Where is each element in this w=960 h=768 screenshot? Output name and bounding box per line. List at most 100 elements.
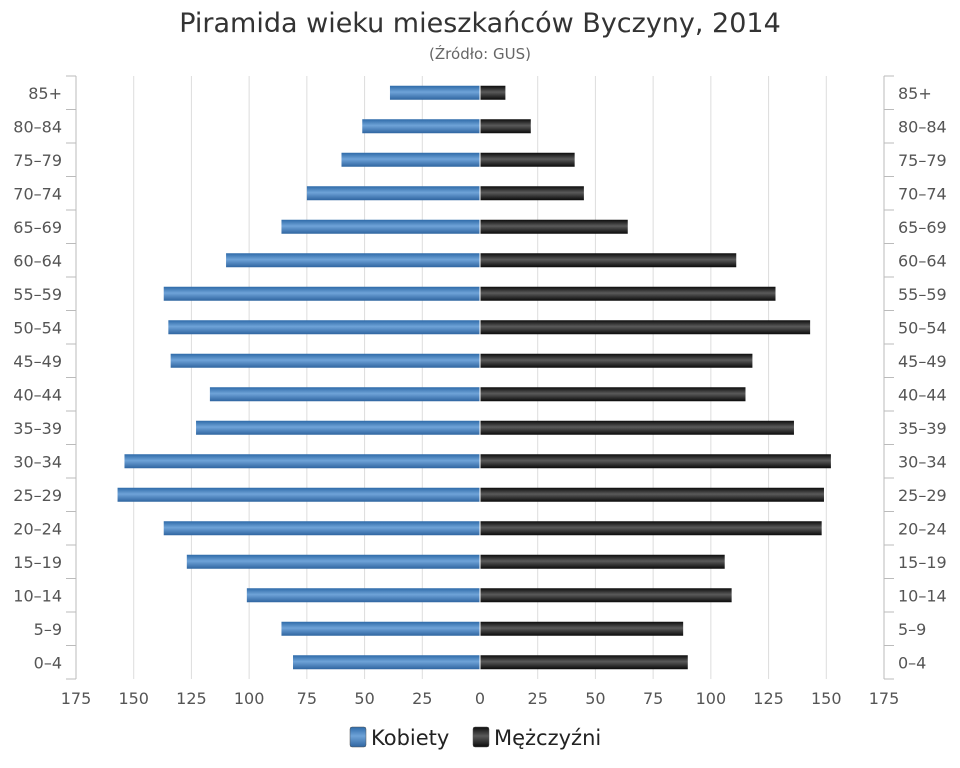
category-label-left: 25–29	[13, 486, 62, 505]
legend-swatch-mezczyzni[interactable]	[472, 726, 490, 748]
category-label-left: 15–19	[13, 553, 62, 572]
bar-kobiety	[306, 186, 480, 201]
bar-mezczyzni	[480, 320, 811, 335]
category-label-left: 80–84	[13, 117, 62, 136]
category-label-left: 20–24	[13, 519, 62, 538]
bar-kobiety	[163, 521, 480, 536]
bar-kobiety	[281, 219, 480, 234]
x-tick-labels: 175 150 125 100 75 50 25 0 25 50 75 100 125 150 175	[61, 689, 900, 708]
x-tick-label: 125	[753, 689, 784, 708]
x-tick-label: 100	[696, 689, 727, 708]
bar-kobiety	[209, 387, 480, 402]
category-label-left: 85+	[28, 84, 62, 103]
bar-mezczyzni	[480, 253, 737, 268]
bar-mezczyzni	[480, 186, 584, 201]
bar-mezczyzni	[480, 152, 575, 167]
category-label-left: 65–69	[13, 218, 62, 237]
category-label-left: 60–64	[13, 251, 62, 270]
legend[interactable]: Kobiety Mężczyźni	[349, 726, 601, 750]
bar-kobiety	[117, 487, 480, 502]
bar-kobiety	[341, 152, 480, 167]
chart-title: Piramida wieku mieszkańców Byczyny, 2014	[179, 8, 781, 39]
category-label-right: 20–24	[898, 519, 947, 538]
bar-kobiety	[124, 454, 480, 469]
bar-mezczyzni	[480, 85, 506, 100]
category-label-left: 70–74	[13, 184, 62, 203]
category-label-left: 35–39	[13, 419, 62, 438]
bar-kobiety	[170, 353, 480, 368]
axes	[66, 75, 894, 680]
bar-mezczyzni	[480, 119, 531, 134]
category-label-left: 50–54	[13, 318, 62, 337]
grid-lines	[75, 76, 885, 679]
bar-mezczyzni	[480, 554, 725, 569]
category-label-right: 50–54	[898, 318, 947, 337]
category-label-left: 75–79	[13, 151, 62, 170]
bar-mezczyzni	[480, 353, 753, 368]
x-tick-label: 25	[412, 689, 432, 708]
category-label-left: 5–9	[34, 620, 62, 639]
x-tick-label: 50	[585, 689, 605, 708]
x-tick-label: 150	[811, 689, 842, 708]
category-label-left: 45–49	[13, 352, 62, 371]
bar-kobiety	[362, 119, 480, 134]
bar-mezczyzni	[480, 286, 776, 301]
chart-subtitle: (Źródło: GUS)	[429, 44, 531, 63]
x-tick-label: 100	[234, 689, 265, 708]
x-tick-label: 175	[869, 689, 900, 708]
category-label-right: 45–49	[898, 352, 947, 371]
category-label-left: 55–59	[13, 285, 62, 304]
bar-kobiety	[389, 85, 480, 100]
x-tick-label: 175	[61, 689, 92, 708]
bar-kobiety	[281, 621, 480, 636]
x-tick-label: 0	[475, 689, 485, 708]
bars	[117, 76, 831, 679]
category-label-right: 15–19	[898, 553, 947, 572]
category-label-right: 0–4	[898, 653, 926, 672]
bar-kobiety	[293, 655, 480, 670]
x-tick-label: 75	[297, 689, 317, 708]
category-labels: 85+ 85+ 80–84 80–84 75–79 75–79 70–74 70–74 65–6…	[13, 84, 946, 673]
bar-kobiety	[196, 420, 480, 435]
bar-kobiety	[163, 286, 480, 301]
x-tick-label: 75	[643, 689, 663, 708]
category-label-right: 75–79	[898, 151, 947, 170]
category-label-right: 55–59	[898, 285, 947, 304]
bar-mezczyzni	[480, 621, 684, 636]
category-label-right: 35–39	[898, 419, 947, 438]
bar-kobiety	[168, 320, 481, 335]
bar-kobiety	[246, 588, 480, 603]
category-label-right: 65–69	[898, 218, 947, 237]
category-label-right: 80–84	[898, 117, 947, 136]
category-label-left: 0–4	[34, 653, 62, 672]
bar-kobiety	[226, 253, 480, 268]
bar-mezczyzni	[480, 387, 746, 402]
x-tick-label: 150	[118, 689, 149, 708]
category-label-right: 5–9	[898, 620, 926, 639]
x-tick-label: 25	[528, 689, 548, 708]
category-label-right: 30–34	[898, 452, 947, 471]
category-label-right: 85+	[898, 84, 932, 103]
bar-mezczyzni	[480, 655, 688, 670]
category-label-right: 40–44	[898, 385, 947, 404]
bar-mezczyzni	[480, 420, 794, 435]
category-label-right: 70–74	[898, 184, 947, 203]
bar-mezczyzni	[480, 588, 732, 603]
bar-mezczyzni	[480, 454, 831, 469]
bar-mezczyzni	[480, 487, 824, 502]
legend-swatch-kobiety[interactable]	[349, 726, 367, 748]
bar-mezczyzni	[480, 521, 822, 536]
x-tick-label: 125	[176, 689, 207, 708]
category-label-left: 40–44	[13, 385, 62, 404]
x-tick-label: 50	[354, 689, 374, 708]
bar-mezczyzni	[480, 219, 628, 234]
category-label-right: 25–29	[898, 486, 947, 505]
category-label-left: 30–34	[13, 452, 62, 471]
category-label-right: 10–14	[898, 586, 947, 605]
legend-label-kobiety[interactable]: Kobiety	[371, 726, 449, 750]
category-label-right: 60–64	[898, 251, 947, 270]
category-label-left: 10–14	[13, 586, 62, 605]
bar-kobiety	[186, 554, 480, 569]
legend-label-mezczyzni[interactable]: Mężczyźni	[494, 726, 601, 750]
